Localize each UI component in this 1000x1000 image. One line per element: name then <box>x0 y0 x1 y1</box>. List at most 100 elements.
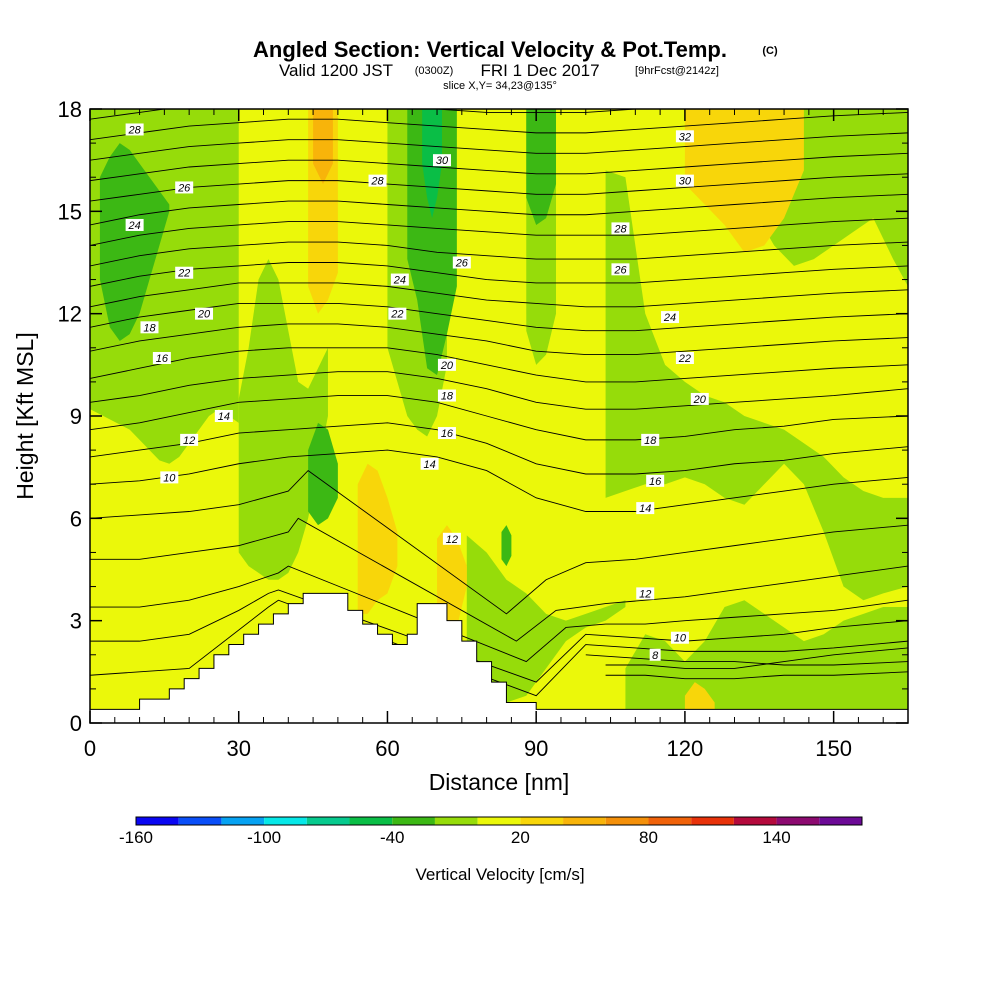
contour-label-28: 28 <box>368 174 387 188</box>
x-tick-label: 30 <box>226 736 250 761</box>
colorbar-swatch <box>605 817 649 825</box>
contour-label-14: 14 <box>420 457 439 471</box>
svg-text:24: 24 <box>127 220 140 232</box>
y-tick-label: 9 <box>70 404 82 429</box>
contour-label-22: 22 <box>175 266 194 280</box>
contour-label-20: 20 <box>690 392 709 406</box>
theta-contours <box>90 109 908 697</box>
x-tick-label: 120 <box>667 736 704 761</box>
svg-text:12: 12 <box>183 435 195 447</box>
contour-label-16: 16 <box>437 427 456 440</box>
svg-text:24: 24 <box>663 312 676 324</box>
valid-date: FRI 1 Dec 2017 <box>480 61 599 80</box>
theta-contour-8 <box>585 654 908 666</box>
y-tick-label: 15 <box>58 199 82 224</box>
contour-label-14: 14 <box>214 410 233 423</box>
theta-contour-28 <box>90 132 908 161</box>
svg-text:16: 16 <box>441 428 454 440</box>
contour-label-24: 24 <box>661 311 680 324</box>
velocity-region-9 <box>308 422 338 526</box>
velocity-region-10 <box>407 109 457 376</box>
theta-contour-26 <box>90 173 908 202</box>
velocity-region-15 <box>357 463 398 614</box>
theta-contour-9 <box>90 599 908 697</box>
theta-contour-25 <box>90 193 908 226</box>
svg-text:30: 30 <box>436 155 449 167</box>
contour-label-22: 22 <box>388 307 407 321</box>
contour-label-16: 16 <box>646 474 665 488</box>
theta-contour-13 <box>90 469 908 615</box>
svg-text:28: 28 <box>370 176 384 188</box>
y-tick-label: 12 <box>58 302 82 327</box>
contour-label-20: 20 <box>195 307 214 321</box>
valid-prefix: Valid 1200 JST <box>279 61 393 80</box>
x-tick-label: 90 <box>524 736 548 761</box>
svg-text:12: 12 <box>639 588 651 600</box>
colorbar: -160 -100 -40 20 80 140 <box>119 816 863 847</box>
contour-label-12: 12 <box>442 532 461 546</box>
svg-text:26: 26 <box>455 258 469 270</box>
contour-label-32: 32 <box>675 130 694 143</box>
svg-text:22: 22 <box>177 268 190 280</box>
svg-text:30: 30 <box>679 176 692 188</box>
x-axis-label: Distance [nm] <box>429 769 570 795</box>
svg-text:32: 32 <box>679 131 691 143</box>
svg-text:10: 10 <box>163 472 176 484</box>
svg-text:16: 16 <box>156 353 169 365</box>
contour-label-12: 12 <box>180 433 199 447</box>
svg-text:18: 18 <box>644 435 657 447</box>
svg-text:16: 16 <box>649 476 662 488</box>
colorbar-swatch <box>563 817 606 825</box>
theta-contour-6 <box>605 671 908 680</box>
axis-ticks: 0 30 60 90 120 150 0 3 6 9 12 15 18 <box>58 97 908 761</box>
svg-text:28: 28 <box>127 124 141 136</box>
colorbar-tick-label: 20 <box>511 828 530 847</box>
theta-contour-11 <box>90 565 908 663</box>
x-tick-label: 60 <box>375 736 399 761</box>
theta-contour-29 <box>90 111 908 141</box>
svg-text:8: 8 <box>652 650 659 662</box>
colorbar-swatch <box>733 817 777 825</box>
velocity-region-18 <box>684 682 715 717</box>
svg-text:14: 14 <box>423 459 435 471</box>
contour-label-24: 24 <box>125 218 144 232</box>
colorbar-swatch <box>221 817 265 825</box>
contour-label-24: 24 <box>390 273 409 287</box>
svg-text:28: 28 <box>613 223 627 235</box>
colorbar-swatch <box>178 817 222 825</box>
slice-label: slice X,Y= 34,23@135° <box>443 80 557 92</box>
y-axis-label: Height [Kft MSL] <box>12 332 38 499</box>
x-tick-label: 0 <box>84 736 96 761</box>
colorbar-tick-label: -40 <box>380 828 405 847</box>
contour-label-20: 20 <box>437 358 456 372</box>
y-tick-label: 18 <box>58 97 82 122</box>
contour-label-30: 30 <box>675 174 694 188</box>
theta-contour-14 <box>90 449 908 512</box>
theta-contour-7 <box>605 647 908 669</box>
velocity-region-5 <box>605 170 908 601</box>
contour-label-18: 18 <box>641 433 660 447</box>
contour-label-28: 28 <box>125 123 144 136</box>
forecast-label: [9hrFcst@2142z] <box>635 65 719 77</box>
theta-contour-12 <box>90 517 908 642</box>
theta-contour-17 <box>90 371 908 410</box>
terrain <box>90 592 908 723</box>
velocity-region-19 <box>313 109 333 185</box>
svg-text:22: 22 <box>390 309 403 321</box>
colorbar-swatch <box>306 817 350 825</box>
velocity-region-13 <box>422 109 442 219</box>
theta-contour-16 <box>90 395 908 441</box>
contour-label-26: 26 <box>452 256 471 270</box>
colorbar-swatch <box>776 817 820 825</box>
contour-label-14: 14 <box>636 502 655 515</box>
svg-text:10: 10 <box>674 633 687 645</box>
velocity-region-4 <box>466 535 626 703</box>
contour-label-18: 18 <box>437 389 456 403</box>
colorbar-swatch <box>520 817 564 825</box>
contour-label-28: 28 <box>611 222 630 235</box>
theta-contour-15 <box>90 422 908 475</box>
svg-text:12: 12 <box>446 534 458 546</box>
colorbar-tick-label: 80 <box>639 828 658 847</box>
contour-label-8: 8 <box>649 648 661 662</box>
contour-label-10: 10 <box>670 631 689 645</box>
